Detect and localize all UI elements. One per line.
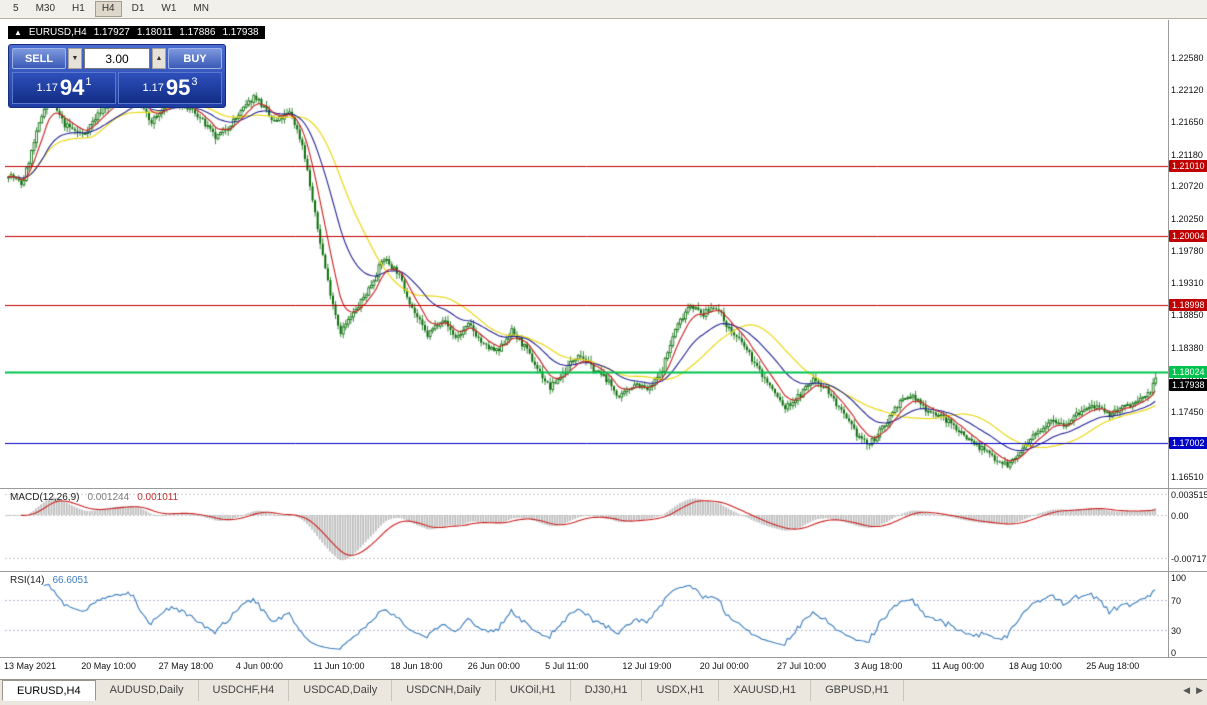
price-axis-label: 1.20250	[1171, 213, 1204, 224]
time-axis-label: 13 May 2021	[4, 661, 57, 671]
chart-tab-gbpusd-h1[interactable]: GBPUSD,H1	[811, 680, 904, 701]
main-macd-divider[interactable]	[0, 488, 1207, 489]
chart-symbol-label: EURUSD,H4	[28, 27, 87, 38]
tabs-scroll-right-icon[interactable]: ▶	[1196, 685, 1203, 695]
price-axis-line	[1168, 20, 1169, 657]
time-axis-label: 26 Jun 00:00	[467, 661, 520, 671]
macd-main-value: 0.001244	[87, 492, 130, 503]
buy-price-sup: 3	[191, 76, 198, 88]
macd-indicator-label: MACD(12,26,9) 0.001244 0.001011	[10, 492, 178, 503]
chart-tab-usdchf-h4[interactable]: USDCHF,H4	[199, 680, 290, 701]
macd-rsi-divider[interactable]	[0, 571, 1207, 572]
chart-tab-bar: EURUSD,H4 AUDUSD,Daily USDCHF,H4 USDCAD,Dai…	[0, 679, 1207, 705]
buy-price-big: 95	[165, 75, 191, 100]
rsi-indicator-label: RSI(14) 66.6051	[10, 575, 89, 586]
price-line-badge: 1.17002	[1169, 436, 1207, 449]
chart-tab-ukoil-h1[interactable]: UKOil,H1	[496, 680, 571, 701]
time-axis-label: 27 Jul 10:00	[777, 661, 827, 671]
price-axis-label: 1.18380	[1171, 342, 1204, 353]
tab-scroll-controls: ◀ ▶	[1183, 685, 1203, 696]
ohlc-high: 1.18011	[136, 27, 173, 38]
chart-tab-dj30-h1[interactable]: DJ30,H1	[571, 680, 643, 701]
macd-title: MACD(12,26,9)	[10, 492, 80, 503]
timeframe-button-MN[interactable]: MN	[193, 3, 209, 14]
indicator-axis-label: 70	[1171, 595, 1182, 606]
indicator-axis-label: 30	[1171, 625, 1182, 636]
timeframe-button-H1[interactable]: H1	[72, 3, 85, 14]
time-axis-label: 18 Aug 10:00	[1008, 661, 1062, 671]
indicator-axis-label: -0.00717	[1171, 553, 1207, 564]
price-axis[interactable]: 1.22580 1.22120 1.21650 1.21180 1.20720 1.202…	[1169, 20, 1207, 657]
time-axis-label: 25 Aug 18:00	[1086, 661, 1140, 671]
ohlc-low: 1.17886	[179, 27, 216, 38]
price-axis-label: 1.16510	[1171, 471, 1204, 482]
indicator-axis-label: 100	[1171, 573, 1187, 583]
chart-tab-usdcnh-daily[interactable]: USDCNH,Daily	[392, 680, 496, 701]
price-line-badge: 1.20004	[1169, 229, 1207, 242]
indicator-axis-label: 0.00	[1171, 511, 1189, 521]
chart-tab-usdx-h1[interactable]: USDX,H1	[642, 680, 720, 701]
ohlc-close: 1.17938	[222, 27, 259, 38]
tabs-scroll-left-icon[interactable]: ◀	[1183, 685, 1191, 695]
time-axis-label: 11 Aug 00:00	[931, 661, 984, 671]
price-axis-label: 1.21650	[1171, 117, 1204, 128]
time-axis-label: 27 May 18:00	[158, 661, 214, 671]
sell-price-sup: 1	[85, 76, 92, 88]
time-axis-label: 12 Jul 19:00	[622, 661, 672, 671]
lot-increase-button[interactable]: ▲	[152, 48, 166, 69]
timeframe-button-5[interactable]: 5	[13, 3, 19, 14]
rsi-title: RSI(14)	[10, 575, 45, 586]
time-axis-label: 4 Jun 00:00	[235, 661, 283, 671]
price-axis-label: 1.20720	[1171, 181, 1204, 192]
macd-signal-value: 0.001011	[137, 492, 179, 503]
chart-ohlc-info: ▲ EURUSD,H4 1.17927 1.18011 1.17886 1.17…	[8, 26, 265, 39]
price-axis-label: 1.18850	[1171, 310, 1204, 321]
price-axis-label: 1.19310	[1171, 278, 1204, 289]
buy-price-prefix: 1.17	[142, 82, 164, 94]
lot-decrease-button[interactable]: ▼	[68, 48, 82, 69]
time-axis-label: 20 May 10:00	[81, 661, 136, 671]
sell-price-big: 94	[59, 75, 85, 100]
ohlc-open: 1.17927	[93, 27, 130, 38]
price-line-badge: 1.18024	[1169, 366, 1207, 379]
rsi-value: 66.6051	[52, 575, 89, 586]
price-axis-label: 1.21180	[1171, 149, 1203, 160]
chart-tab-eurusd-h4[interactable]: EURUSD,H4	[2, 680, 96, 701]
sell-price-display[interactable]: 1.17 94 1	[12, 72, 116, 104]
price-axis-label: 1.19780	[1171, 246, 1204, 257]
lot-size-input[interactable]	[84, 48, 150, 69]
timeframe-button-D1[interactable]: D1	[131, 3, 145, 14]
macd-indicator-canvas[interactable]	[5, 490, 1168, 570]
chart-tab-audusd-daily[interactable]: AUDUSD,Daily	[96, 680, 199, 701]
chart-tab-usdcad-daily[interactable]: USDCAD,Daily	[289, 680, 393, 701]
time-axis-label: 11 Jun 10:00	[313, 661, 365, 671]
buy-price-display[interactable]: 1.17 95 3	[118, 72, 222, 104]
time-axis-label: 20 Jul 00:00	[699, 661, 749, 671]
tick-up-icon: ▲	[14, 28, 22, 37]
sell-button[interactable]: SELL	[12, 48, 66, 69]
time-axis-label: 5 Jul 11:00	[545, 661, 589, 671]
price-axis-label: 1.22580	[1171, 52, 1204, 63]
timeframe-bar: 5 M30 H1 H4 D1 W1 MN	[0, 0, 1207, 19]
one-click-trading-panel: SELL ▼ ▲ BUY 1.17 94 1 1.17 95 3	[8, 44, 226, 108]
buy-button[interactable]: BUY	[168, 48, 222, 69]
price-axis-label: 1.22120	[1171, 84, 1204, 95]
timeframe-button-M30[interactable]: M30	[35, 3, 56, 14]
rsi-indicator-canvas[interactable]	[5, 573, 1168, 656]
price-line-badge: 1.18998	[1169, 299, 1207, 311]
time-axis[interactable]: 13 May 2021 20 May 10:00 27 May 18:00 4 Jun…	[0, 660, 1168, 675]
chart-tab-xauusd-h1[interactable]: XAUUSD,H1	[719, 680, 812, 701]
time-axis-label: 3 Aug 18:00	[854, 661, 903, 671]
time-axis-divider	[0, 657, 1207, 658]
sell-price-prefix: 1.17	[36, 82, 58, 94]
current-price-badge: 1.17938	[1169, 378, 1207, 391]
timeframe-button-H4[interactable]: H4	[94, 1, 122, 17]
indicator-axis-label: 0	[1171, 648, 1177, 658]
price-line-badge: 1.21010	[1169, 160, 1207, 173]
time-axis-label: 18 Jun 18:00	[390, 661, 443, 671]
price-axis-label: 1.17450	[1171, 406, 1204, 417]
indicator-axis-label: 0.003515	[1171, 489, 1207, 500]
timeframe-button-W1[interactable]: W1	[161, 3, 177, 14]
